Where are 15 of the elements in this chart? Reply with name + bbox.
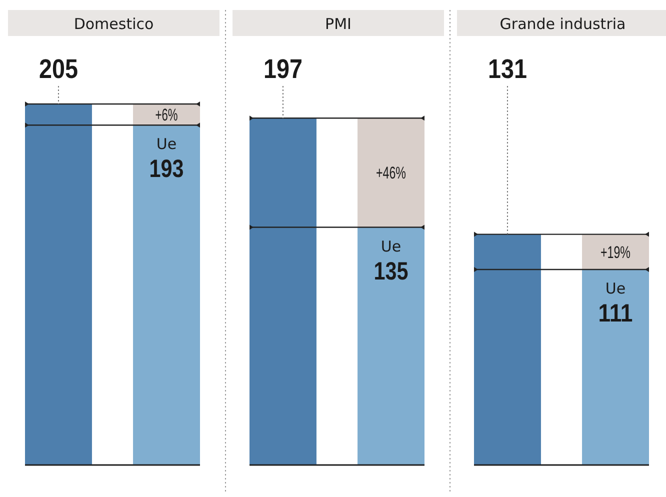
- data-label: 197: [263, 54, 309, 84]
- annotation: Ue: [605, 280, 626, 298]
- data-label: 111: [598, 300, 638, 328]
- chart-title: PMI: [325, 15, 352, 33]
- data-label: 135: [374, 257, 416, 286]
- annotation: +19%: [600, 242, 644, 262]
- annotation: +6%: [155, 106, 190, 125]
- chart-title: Domestico: [74, 15, 154, 33]
- data-label: 131: [488, 54, 534, 84]
- annotation: Ue: [380, 237, 402, 256]
- data-label: 193: [149, 155, 191, 184]
- data-label: 205: [38, 54, 84, 84]
- annotation: Ue: [156, 135, 177, 154]
- chart-title: Grande industria: [500, 15, 626, 33]
- annotation: +46%: [376, 164, 420, 183]
